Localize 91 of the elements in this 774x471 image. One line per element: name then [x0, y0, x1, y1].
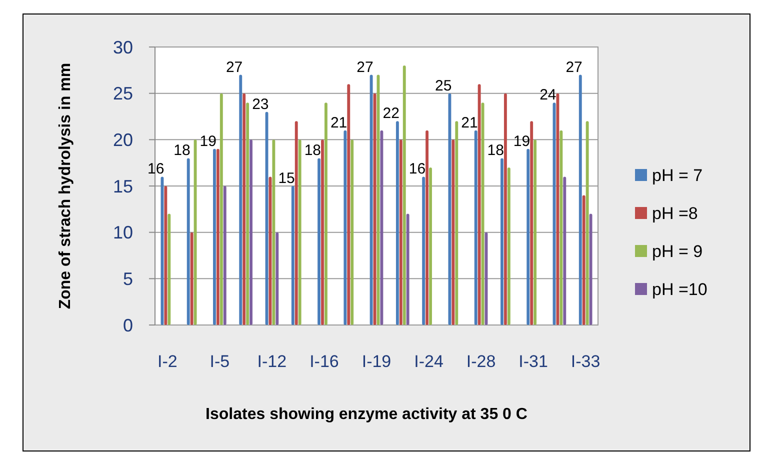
x-tick-label: I-33 — [570, 352, 600, 371]
x-axis-title: Isolates showing enzyme activity at 35 0 C — [206, 406, 528, 423]
x-tick-label: I-31 — [518, 352, 548, 371]
bar — [526, 148, 530, 325]
bar — [291, 186, 294, 325]
legend-label: pH = 7 — [652, 166, 703, 185]
bar — [448, 93, 452, 325]
data-label: 16 — [408, 160, 426, 178]
bar — [213, 148, 216, 325]
bar — [380, 130, 384, 325]
bar — [168, 214, 171, 325]
data-label: 21 — [461, 114, 478, 132]
bar — [190, 232, 194, 325]
bar — [589, 214, 592, 325]
bar — [223, 186, 226, 325]
y-tick-label: 20 — [112, 130, 133, 150]
bar — [321, 140, 324, 325]
bar — [318, 158, 321, 325]
bar — [396, 121, 399, 325]
x-tick-label: I-2 — [157, 352, 178, 371]
data-label: 23 — [252, 96, 269, 113]
bar — [478, 84, 481, 325]
data-label: 27 — [356, 58, 374, 76]
bar — [406, 214, 410, 325]
bar — [250, 140, 252, 325]
bar — [160, 176, 164, 325]
bar — [216, 148, 220, 325]
bar — [452, 140, 455, 325]
bar — [586, 121, 589, 325]
x-tick-label: I-16 — [310, 352, 339, 371]
legend-label: pH = 9 — [652, 242, 703, 261]
x-tick-label: I-19 — [362, 352, 392, 371]
data-label: 22 — [382, 105, 400, 122]
bar — [350, 140, 354, 325]
y-tick-label: 25 — [112, 84, 133, 104]
y-tick-label: 15 — [112, 176, 133, 196]
data-label: 25 — [435, 77, 452, 94]
x-tick-label: I-24 — [414, 352, 444, 371]
bar — [560, 130, 563, 325]
bar — [500, 158, 504, 325]
bar — [276, 232, 279, 325]
data-label: 21 — [330, 114, 348, 132]
bar — [242, 93, 246, 325]
bar — [347, 84, 350, 325]
x-tick-label: I-12 — [257, 352, 287, 371]
bar — [164, 186, 168, 325]
data-label: 18 — [487, 142, 504, 160]
legend-label: pH =10 — [652, 280, 708, 299]
bar — [534, 140, 537, 325]
bar — [194, 140, 197, 325]
bar — [294, 121, 298, 325]
bar — [474, 130, 478, 325]
bar — [370, 74, 373, 325]
data-label: 24 — [540, 86, 556, 104]
bar — [507, 167, 510, 325]
bar — [578, 74, 582, 325]
data-label: 16 — [148, 160, 164, 178]
bar — [344, 130, 347, 325]
y-tick-label: 10 — [112, 222, 133, 243]
bar — [220, 93, 223, 325]
y-tick-label: 30 — [112, 37, 133, 58]
bar — [455, 121, 458, 325]
bar — [402, 66, 406, 325]
legend-label: pH =8 — [652, 204, 698, 223]
data-label: 27 — [226, 58, 243, 76]
bar — [426, 130, 429, 325]
bar — [422, 176, 426, 325]
data-label: 18 — [174, 142, 190, 160]
bar — [556, 93, 560, 325]
bar — [429, 167, 432, 325]
bar — [324, 102, 328, 325]
y-tick-label: 5 — [122, 268, 133, 289]
bar — [239, 74, 242, 325]
y-tick-label: 0 — [122, 315, 133, 336]
bar — [186, 158, 190, 325]
data-label: 27 — [566, 58, 582, 76]
bar — [582, 195, 586, 325]
data-label: 19 — [513, 132, 530, 150]
bar — [272, 140, 276, 325]
bar — [298, 140, 302, 325]
bar — [504, 93, 507, 325]
data-label: 18 — [304, 142, 322, 160]
x-tick-label: I-28 — [466, 352, 496, 371]
bar — [246, 102, 250, 325]
y-axis-title: Zone of strach hydrolysis in mm — [57, 62, 74, 310]
data-label: 15 — [278, 170, 295, 187]
bar — [563, 176, 566, 325]
bar — [530, 121, 534, 325]
data-label: 19 — [200, 132, 216, 150]
bar — [399, 140, 402, 325]
x-tick-label: I-5 — [210, 352, 230, 371]
